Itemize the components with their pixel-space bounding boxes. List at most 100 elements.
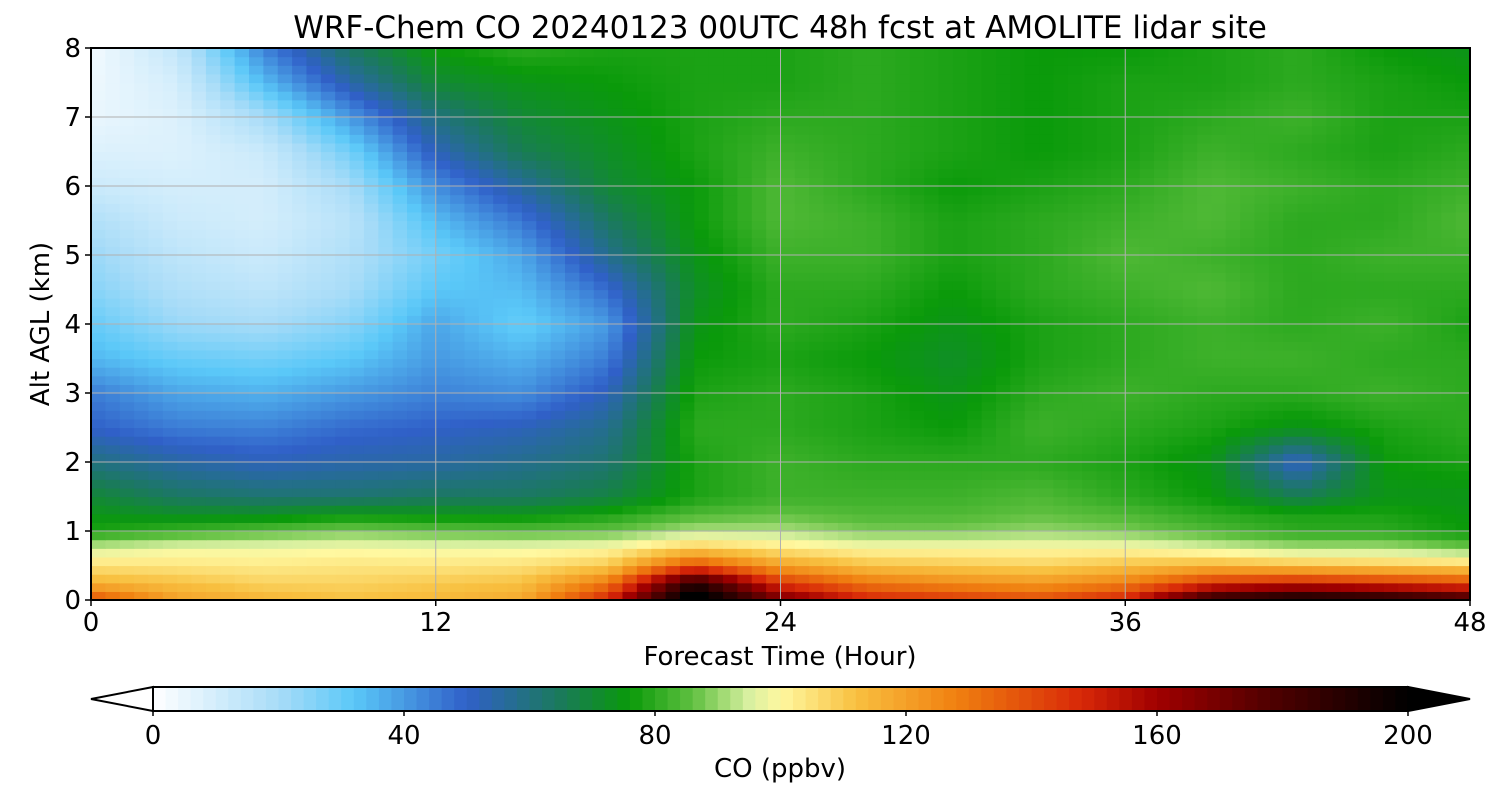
- heatmap-cell: [981, 367, 997, 377]
- heatmap-cell: [780, 289, 796, 299]
- heatmap-cell: [1340, 220, 1356, 230]
- heatmap-cell: [1182, 505, 1198, 515]
- heatmap-cell: [608, 427, 624, 437]
- heatmap-cell: [234, 246, 250, 256]
- heatmap-cell: [895, 186, 911, 196]
- heatmap-cell: [450, 548, 466, 558]
- heatmap-cell: [852, 246, 868, 256]
- heatmap-cell: [119, 298, 135, 308]
- heatmap-cell: [766, 453, 782, 463]
- heatmap-cell: [651, 332, 667, 342]
- heatmap-cell: [694, 358, 710, 368]
- heatmap-cell: [622, 574, 638, 584]
- heatmap-cell: [220, 453, 236, 463]
- heatmap-cell: [1355, 505, 1371, 515]
- heatmap-cell: [1125, 160, 1141, 170]
- heatmap-cell: [1340, 418, 1356, 429]
- heatmap-cell: [1311, 444, 1327, 454]
- heatmap-cell: [450, 384, 466, 394]
- heatmap-cell: [837, 401, 853, 411]
- heatmap-cell: [1441, 358, 1457, 368]
- heatmap-cell: [1225, 203, 1241, 213]
- heatmap-cell: [220, 289, 236, 299]
- heatmap-cell: [363, 229, 379, 239]
- heatmap-cell: [794, 186, 810, 196]
- heatmap-cell: [967, 211, 983, 222]
- heatmap-cell: [694, 539, 710, 549]
- heatmap-cell: [809, 255, 825, 265]
- heatmap-cell: [1010, 582, 1026, 592]
- heatmap-cell: [320, 324, 336, 334]
- heatmap-cell: [565, 220, 580, 230]
- heatmap-cell: [91, 229, 106, 239]
- heatmap-cell: [205, 556, 221, 567]
- heatmap-cell: [679, 574, 695, 584]
- heatmap-cell: [407, 358, 422, 368]
- heatmap-cell: [407, 211, 422, 222]
- heatmap-cell: [550, 324, 566, 334]
- heatmap-cell: [866, 168, 882, 178]
- heatmap-cell: [579, 470, 595, 480]
- heatmap-cell: [823, 522, 839, 532]
- heatmap-cell: [177, 436, 193, 446]
- heatmap-cell: [952, 211, 968, 222]
- heatmap-cell: [665, 479, 681, 489]
- heatmap-cell: [737, 341, 753, 351]
- heatmap-cell: [1053, 522, 1069, 532]
- heatmap-cell: [565, 168, 580, 178]
- heatmap-cell: [1441, 582, 1457, 592]
- heatmap-cell: [1355, 177, 1371, 187]
- heatmap-cell: [909, 211, 925, 222]
- heatmap-cell: [622, 168, 638, 178]
- heatmap-cell: [909, 237, 925, 247]
- heatmap-cell: [866, 522, 882, 532]
- heatmap-cell: [392, 229, 408, 239]
- heatmap-cell: [1024, 272, 1040, 282]
- heatmap-cell: [1369, 315, 1385, 325]
- heatmap-cell: [909, 246, 925, 256]
- heatmap-cell: [780, 160, 796, 170]
- heatmap-cell: [1053, 160, 1069, 170]
- heatmap-cell: [995, 574, 1011, 584]
- heatmap-cell: [1225, 367, 1241, 377]
- heatmap-cell: [378, 280, 394, 291]
- heatmap-cell: [521, 298, 537, 308]
- heatmap-cell: [967, 358, 983, 368]
- heatmap-cell: [450, 211, 466, 222]
- heatmap-cell: [924, 565, 940, 575]
- heatmap-cell: [521, 160, 537, 170]
- heatmap-cell: [938, 272, 954, 282]
- heatmap-cell: [1225, 280, 1241, 291]
- heatmap-cell: [1268, 220, 1284, 230]
- heatmap-cell: [1039, 582, 1055, 592]
- heatmap-cell: [1168, 556, 1184, 567]
- heatmap-cell: [766, 444, 782, 454]
- heatmap-cell: [924, 591, 940, 601]
- heatmap-cell: [1326, 160, 1342, 170]
- heatmap-cell: [435, 151, 451, 161]
- heatmap-cell: [1211, 255, 1227, 265]
- heatmap-cell: [809, 522, 825, 532]
- heatmap-cell: [593, 186, 609, 196]
- heatmap-cell: [909, 582, 925, 592]
- heatmap-cell: [478, 324, 494, 334]
- heatmap-cell: [881, 496, 897, 506]
- heatmap-cell: [1283, 582, 1299, 592]
- heatmap-cell: [320, 531, 336, 541]
- heatmap-cell: [363, 211, 379, 222]
- heatmap-cell: [794, 556, 810, 567]
- heatmap-cell: [119, 263, 135, 273]
- heatmap-cell: [995, 237, 1011, 247]
- heatmap-cell: [1010, 393, 1026, 403]
- heatmap-cell: [292, 341, 308, 351]
- heatmap-cell: [1412, 418, 1428, 429]
- heatmap-cell: [694, 237, 710, 247]
- heatmap-cell: [407, 444, 422, 454]
- heatmap-cell: [191, 384, 207, 394]
- heatmap-cell: [119, 255, 135, 265]
- heatmap-cell: [1125, 332, 1141, 342]
- heatmap-cell: [177, 289, 193, 299]
- heatmap-cell: [809, 349, 825, 360]
- heatmap-cell: [565, 496, 580, 506]
- heatmap-cell: [148, 177, 164, 187]
